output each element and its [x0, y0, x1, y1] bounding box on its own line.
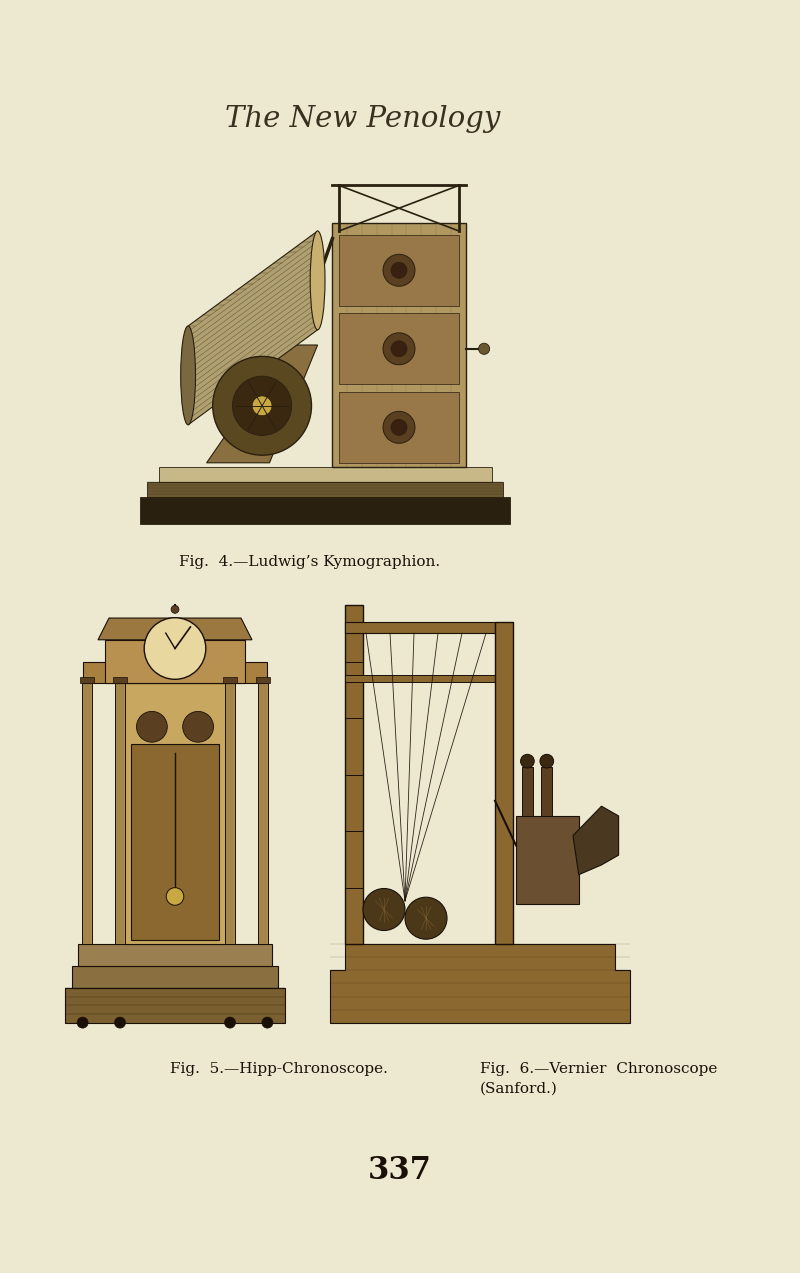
Bar [333, 223, 466, 467]
Circle shape [540, 755, 554, 768]
Bar [345, 605, 363, 945]
Bar [80, 677, 94, 684]
Bar [345, 675, 495, 682]
Text: 337: 337 [368, 1155, 432, 1186]
Bar [82, 684, 92, 945]
Circle shape [144, 617, 206, 680]
Polygon shape [573, 806, 618, 875]
Circle shape [391, 419, 407, 435]
Bar [78, 945, 272, 966]
Circle shape [114, 1017, 126, 1029]
Ellipse shape [181, 326, 195, 425]
Circle shape [213, 356, 311, 456]
Bar [65, 988, 285, 1022]
Polygon shape [330, 945, 630, 1022]
Bar [339, 234, 459, 306]
Circle shape [262, 1017, 273, 1029]
Circle shape [391, 341, 407, 356]
Circle shape [77, 1017, 88, 1029]
Circle shape [521, 755, 534, 768]
Circle shape [252, 396, 272, 416]
Bar [158, 467, 491, 481]
Text: Fig.  5.—Hipp-Chronoscope.: Fig. 5.—Hipp-Chronoscope. [170, 1062, 388, 1076]
Bar [140, 496, 510, 523]
Circle shape [166, 887, 184, 905]
Text: Fig.  6.—Vernier  Chronoscope: Fig. 6.—Vernier Chronoscope [480, 1062, 718, 1076]
Circle shape [225, 1017, 235, 1029]
Bar [345, 622, 495, 633]
Polygon shape [541, 768, 553, 816]
Bar [256, 677, 270, 684]
Bar [125, 684, 226, 945]
Bar [258, 684, 268, 945]
Circle shape [182, 712, 214, 742]
Circle shape [478, 344, 490, 354]
Circle shape [383, 332, 415, 365]
Bar [339, 392, 459, 463]
Polygon shape [206, 345, 318, 463]
Circle shape [383, 411, 415, 443]
Circle shape [171, 606, 179, 614]
Circle shape [363, 889, 405, 931]
Bar [115, 684, 125, 945]
Ellipse shape [310, 230, 325, 330]
Bar [72, 966, 278, 988]
Circle shape [391, 262, 407, 279]
Circle shape [233, 376, 292, 435]
Text: The New Penology: The New Penology [225, 104, 500, 132]
Polygon shape [522, 768, 533, 816]
Text: (Sanford.): (Sanford.) [480, 1082, 558, 1096]
Text: Fig.  4.—Ludwig’s Kymographion.: Fig. 4.—Ludwig’s Kymographion. [179, 555, 441, 569]
Ellipse shape [181, 493, 470, 516]
Bar [516, 816, 578, 904]
Bar [223, 677, 237, 684]
Circle shape [405, 897, 447, 939]
Bar [131, 745, 219, 939]
Bar [339, 313, 459, 384]
Circle shape [383, 255, 415, 286]
Bar [225, 684, 235, 945]
Bar [105, 640, 246, 684]
Bar [147, 481, 502, 496]
Polygon shape [188, 230, 318, 425]
Bar [82, 662, 267, 684]
Polygon shape [98, 619, 252, 640]
Bar [495, 622, 513, 945]
Circle shape [137, 712, 167, 742]
Bar [113, 677, 127, 684]
